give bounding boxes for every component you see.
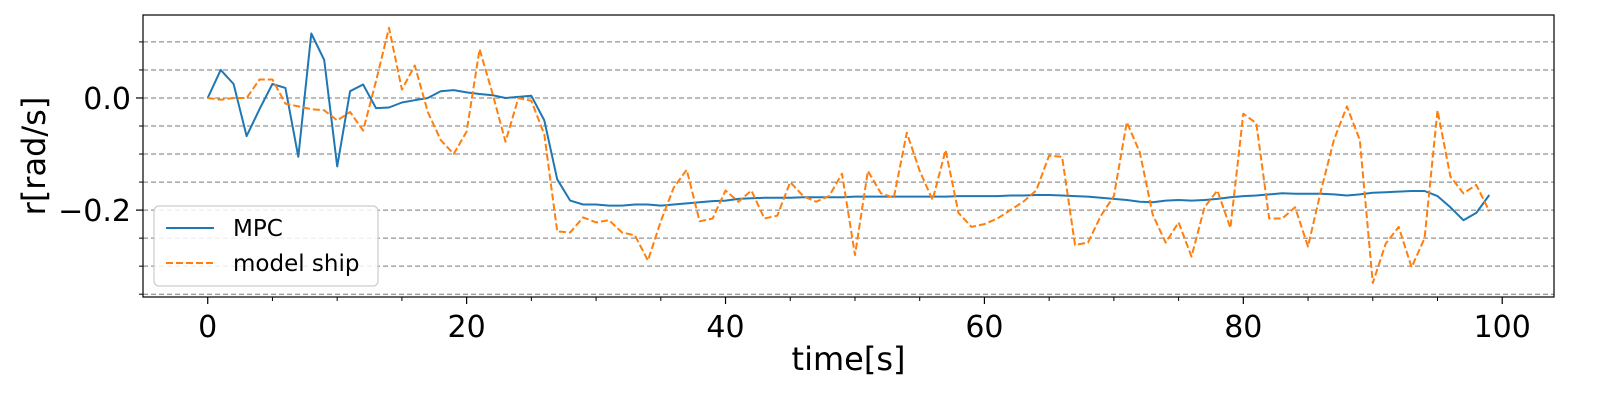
y-tick-label: 0.0 xyxy=(83,82,131,117)
y-tick-label: −0.2 xyxy=(58,194,131,229)
plot-frame xyxy=(142,14,1555,298)
y-axis-label: r[rad/s] xyxy=(15,97,53,216)
legend-label-mpc: MPC xyxy=(233,216,283,242)
legend-label-model-ship: model ship xyxy=(233,251,359,277)
series-line-mpc xyxy=(206,32,1491,222)
x-tick-label: 80 xyxy=(1224,310,1262,345)
x-tick-label: 40 xyxy=(706,310,744,345)
x-tick-label: 0 xyxy=(198,310,217,345)
x-tick-label: 100 xyxy=(1474,310,1531,345)
x-tick-label: 20 xyxy=(448,310,486,345)
series-layer xyxy=(206,26,1491,284)
legend-box xyxy=(153,205,379,287)
series-line-model-ship xyxy=(207,26,1491,284)
x-axis-label: time[s] xyxy=(792,340,906,378)
x-tick-label: 60 xyxy=(965,310,1003,345)
legend: MPC model ship xyxy=(153,205,379,287)
axis-ticks: 0 20 40 60 80 100 0.0 −0.2 xyxy=(58,41,1531,345)
